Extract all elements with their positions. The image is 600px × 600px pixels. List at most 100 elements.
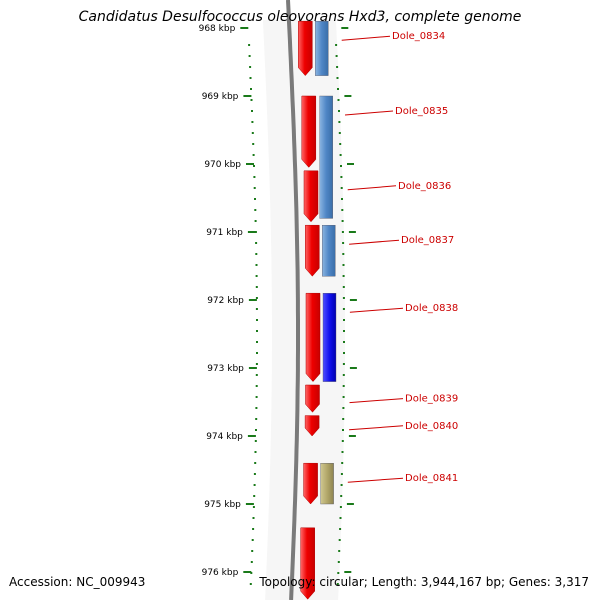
gene-label-leader [349,398,404,404]
ruler-dot [341,220,344,222]
ruler-dot [255,286,258,288]
ruler-dot [255,242,258,244]
gene-label: Dole_0839 [405,394,458,405]
ruler-dot [340,495,343,497]
ruler-tick [247,435,256,437]
ruler-dot [338,121,341,123]
ruler-dot [341,462,344,464]
ruler-tick-label: 969 kbp [202,92,239,102]
ruler-dot [254,220,257,222]
ruler-dot [342,297,345,299]
ruler-dot [342,264,345,266]
ruler-dot [343,330,345,332]
ruler-dot [338,539,341,541]
ruler-dot [341,198,343,200]
ruler-dot [252,143,255,145]
ruler-dot [255,275,258,277]
ruler-dot [250,88,252,90]
ruler-dot [256,330,258,332]
ruler-dot [342,396,345,398]
ruler-dot [251,121,254,123]
ruler-tick [243,571,252,573]
ruler-dot [339,154,342,156]
ruler-dot [342,253,345,255]
ruler-dot [342,275,345,277]
ruler-dot [341,440,344,442]
ruler-tick-label: 968 kbp [199,24,236,34]
ruler-dot [256,341,258,343]
ruler-tick-label: 976 kbp [202,568,239,578]
ruler-dot [341,231,344,233]
ruler-dot [253,473,256,475]
ruler-dot [335,55,338,57]
ruler-dot [253,165,255,167]
forward-gene-arrow [305,224,320,277]
forward-gene-arrow [300,527,315,600]
ruler-dot [255,264,258,266]
forward-gene-arrow [303,462,318,505]
ruler-dot [336,66,339,68]
ruler-tick [245,503,254,505]
ruler-dot [340,484,343,486]
ruler-dot [254,198,256,200]
forward-gene-arrow [298,20,313,76]
ruler-dot [254,462,257,464]
ruler-dot [251,110,253,112]
gene-label: Dole_0841 [405,473,458,484]
forward-gene-arrow [305,292,321,382]
gene-label: Dole_0838 [405,303,458,314]
ruler-dot [250,561,253,563]
ruler-dot [255,253,258,255]
ruler-dot [343,341,345,343]
gene-label: Dole_0837 [401,235,454,246]
map-title: Candidatus Desulfococcus oleovorans Hxd3… [78,9,522,25]
ruler-dot [255,396,258,398]
ruler-dot [256,352,258,354]
ruler-dot [342,374,345,376]
ruler-tick-label: 974 kbp [206,432,243,442]
ruler-layer: 968 kbp 969 kbp 970 kbp 971 kbp 972 kbp 973 k… [199,24,357,585]
reverse-cds-block [315,21,329,76]
gene-label-leader [349,307,404,313]
ruler-dot [251,550,254,552]
ruler-dot [253,484,256,486]
ruler-dot [253,187,256,189]
forward-gene-arrow [301,95,317,168]
ruler-dot [342,418,345,420]
reverse-cds-block [322,224,336,277]
ruler-dot [255,363,258,365]
accession-text: Accession: NC_009943 [9,575,146,589]
topology-text: Topology: circular; Length: 3,944,167 bp… [259,575,589,589]
ruler-tick-right [346,503,354,505]
ruler-dot [338,550,341,552]
ruler-dot [339,506,342,508]
ruler-dot [249,583,252,585]
ruler-dot [254,440,257,442]
gene-label: Dole_0835 [395,106,448,117]
ruler-dot [342,286,345,288]
ruler-dot [255,407,258,409]
ruler-dot [256,319,258,321]
ruler-dot [342,385,345,387]
labels-layer: Dole_0834 Dole_0835 Dole_0836 Dole_0837 Dole… [341,31,458,484]
ruler-dot [255,374,258,376]
ruler-dot [342,429,344,431]
ruler-dot [255,308,258,310]
gene-label-leader [349,425,404,431]
ruler-tick [246,163,254,165]
gene-label-leader [347,185,397,191]
ruler-tick-right [344,571,352,573]
ruler-dot [255,429,257,431]
ruler-tick-right [348,435,356,437]
ruler-dot [251,539,254,541]
ruler-dot [255,418,258,420]
ruler-dot [342,363,345,365]
ruler-dot [254,209,257,211]
ruler-dot [253,176,256,178]
ruler-dot [340,165,342,167]
genes-layer [298,20,337,600]
ruler-dot [342,308,345,310]
backbone-line [286,0,300,600]
ruler-tick-right [347,163,354,165]
